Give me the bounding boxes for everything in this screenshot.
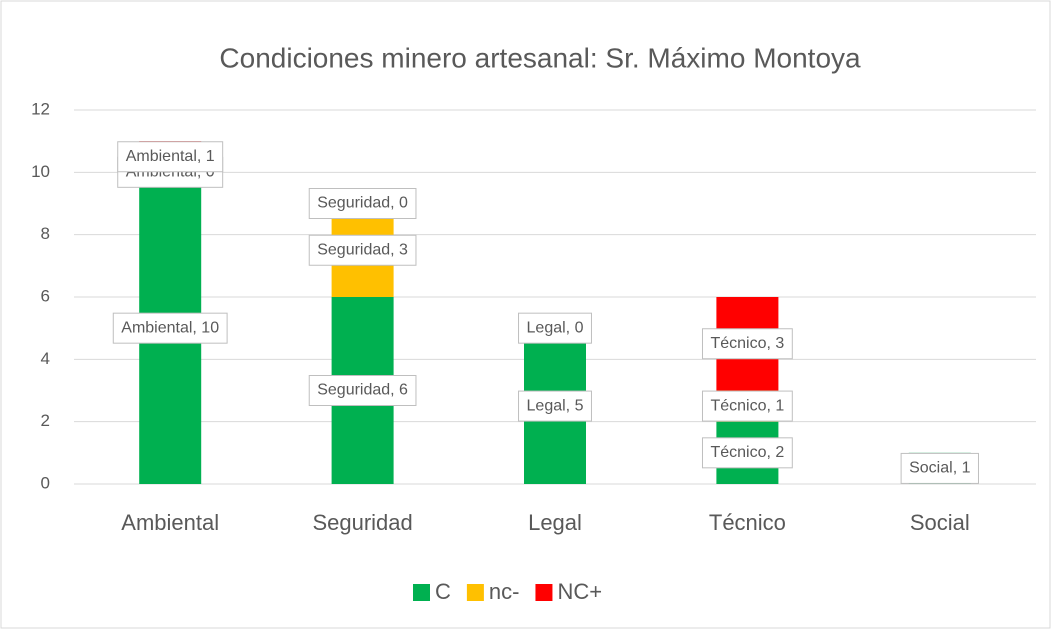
x-tick-label: Social xyxy=(910,510,970,535)
legend-label: NC+ xyxy=(557,579,602,604)
y-tick-label: 4 xyxy=(41,349,50,368)
x-tick-label: Ambiental xyxy=(121,510,219,535)
y-tick-label: 6 xyxy=(41,286,50,305)
data-label-box xyxy=(117,141,224,173)
data-label-box xyxy=(701,328,793,360)
data-label: Social, 1 xyxy=(909,460,970,477)
data-label: Legal, 0 xyxy=(527,319,584,336)
data-label-box xyxy=(701,390,793,422)
legend-label: C xyxy=(435,579,451,604)
x-tick-label: Legal xyxy=(528,510,582,535)
data-label-box xyxy=(518,390,592,422)
data-label-box xyxy=(112,312,228,344)
data-label: Técnico, 3 xyxy=(710,335,784,352)
data-label: Ambiental, 10 xyxy=(121,319,219,336)
data-label-box xyxy=(900,452,979,484)
data-label-box xyxy=(518,312,592,344)
data-label: Seguridad, 0 xyxy=(317,195,408,212)
y-tick-label: 0 xyxy=(41,473,50,492)
data-label: Técnico, 2 xyxy=(710,444,784,461)
legend-label: nc- xyxy=(489,579,520,604)
y-tick-label: 12 xyxy=(31,99,50,118)
legend-swatch xyxy=(466,584,484,601)
legend-swatch xyxy=(535,584,553,601)
data-label-box xyxy=(701,437,793,469)
legend-swatch xyxy=(413,584,430,601)
y-tick-label: 2 xyxy=(41,411,50,430)
data-label: Seguridad, 3 xyxy=(317,241,408,258)
data-label: Seguridad, 6 xyxy=(317,382,408,399)
y-tick-label: 10 xyxy=(31,162,50,181)
x-tick-label: Seguridad xyxy=(312,510,412,535)
data-label: Legal, 5 xyxy=(527,397,584,414)
data-label: Técnico, 1 xyxy=(710,397,784,414)
chart-title: Condiciones minero artesanal: Sr. Máximo… xyxy=(219,42,861,73)
x-tick-label: Técnico xyxy=(709,510,786,535)
data-label-box xyxy=(308,234,417,266)
data-label-box xyxy=(308,188,417,219)
y-tick-label: 8 xyxy=(41,224,50,243)
data-label-box xyxy=(308,375,417,406)
data-label: Ambiental, 1 xyxy=(126,148,215,165)
